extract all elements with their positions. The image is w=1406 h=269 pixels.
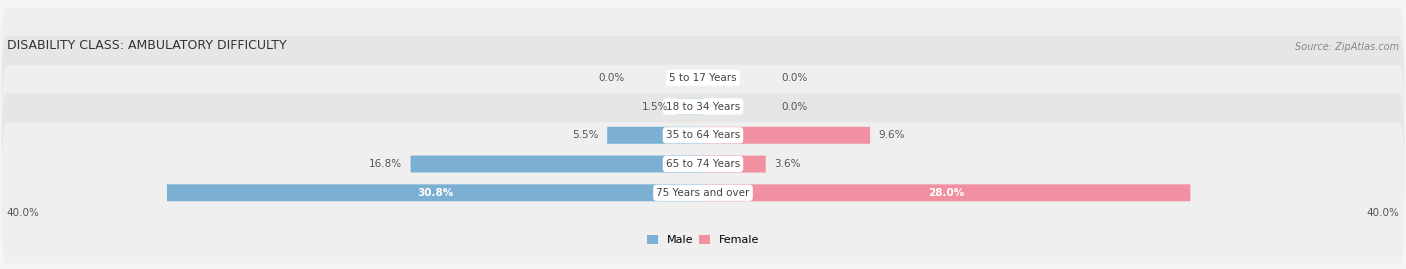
Text: 28.0%: 28.0% (928, 188, 965, 198)
Text: DISABILITY CLASS: AMBULATORY DIFFICULTY: DISABILITY CLASS: AMBULATORY DIFFICULTY (7, 39, 287, 52)
FancyBboxPatch shape (1, 7, 1405, 148)
Text: 5.5%: 5.5% (572, 130, 599, 140)
FancyBboxPatch shape (1, 94, 1405, 235)
FancyBboxPatch shape (703, 127, 870, 144)
FancyBboxPatch shape (703, 155, 766, 172)
Text: 75 Years and over: 75 Years and over (657, 188, 749, 198)
Text: 0.0%: 0.0% (782, 101, 807, 112)
FancyBboxPatch shape (676, 98, 703, 115)
FancyBboxPatch shape (1, 36, 1405, 177)
FancyBboxPatch shape (1, 122, 1405, 263)
Legend: Male, Female: Male, Female (647, 235, 759, 245)
FancyBboxPatch shape (1, 65, 1405, 206)
Text: 18 to 34 Years: 18 to 34 Years (666, 101, 740, 112)
FancyBboxPatch shape (411, 155, 703, 172)
Text: 65 to 74 Years: 65 to 74 Years (666, 159, 740, 169)
Text: 30.8%: 30.8% (416, 188, 453, 198)
FancyBboxPatch shape (703, 184, 1191, 201)
Text: 3.6%: 3.6% (775, 159, 801, 169)
FancyBboxPatch shape (167, 184, 703, 201)
Text: 9.6%: 9.6% (879, 130, 905, 140)
Text: 5 to 17 Years: 5 to 17 Years (669, 73, 737, 83)
FancyBboxPatch shape (607, 127, 703, 144)
Text: 40.0%: 40.0% (1367, 208, 1399, 218)
Text: 16.8%: 16.8% (368, 159, 402, 169)
Text: 35 to 64 Years: 35 to 64 Years (666, 130, 740, 140)
Text: Source: ZipAtlas.com: Source: ZipAtlas.com (1295, 42, 1399, 52)
Text: 0.0%: 0.0% (782, 73, 807, 83)
Text: 0.0%: 0.0% (599, 73, 624, 83)
Text: 1.5%: 1.5% (641, 101, 668, 112)
Text: 40.0%: 40.0% (7, 208, 39, 218)
